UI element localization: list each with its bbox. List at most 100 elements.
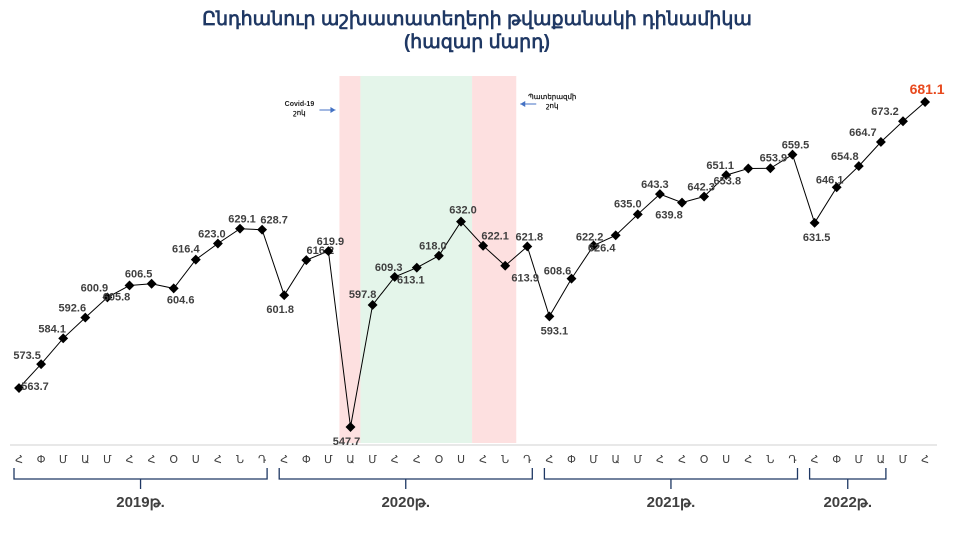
data-label: 622.2	[576, 231, 604, 243]
data-point	[301, 255, 312, 266]
year-bracket	[278, 468, 533, 489]
data-label: 629.1	[228, 214, 256, 226]
month-tick-label: Հ	[280, 454, 288, 466]
month-tick-label: Հ	[126, 454, 134, 466]
data-label: 646.1	[816, 174, 844, 186]
covid-shade-region	[339, 76, 361, 443]
month-tick-label: Ա	[611, 454, 619, 466]
war-annotation-title: Պատերազմի	[528, 93, 576, 101]
data-point	[124, 280, 135, 291]
data-point	[920, 97, 931, 107]
data-point	[721, 170, 732, 181]
data-point	[831, 182, 842, 193]
data-label: 618.0	[419, 241, 447, 253]
data-point	[190, 254, 201, 265]
month-tick-label: Փ	[567, 454, 576, 466]
data-point	[456, 216, 466, 227]
month-tick-label: Հ	[148, 454, 156, 466]
month-tick-label: Ս	[192, 454, 200, 466]
month-tick-label: Հ	[811, 454, 819, 466]
data-label: 613.9	[511, 273, 539, 285]
data-label: 631.5	[803, 232, 831, 244]
data-label: 593.1	[541, 325, 569, 337]
data-label: 626.4	[588, 242, 616, 254]
month-tick-label: Մ	[103, 454, 112, 466]
data-label: 621.8	[516, 231, 544, 243]
month-tick-label: Մ	[59, 454, 68, 466]
month-tick-label: Ս	[722, 454, 730, 466]
data-label: 613.1	[397, 275, 425, 287]
month-tick-label: Ս	[457, 454, 465, 466]
data-point	[323, 246, 334, 257]
data-point	[345, 422, 356, 432]
covid-arrow-head	[330, 107, 336, 113]
data-point	[257, 224, 268, 235]
data-label: 635.0	[614, 198, 642, 210]
month-tick-label: Հ	[479, 454, 487, 466]
data-label: 622.1	[481, 231, 509, 243]
month-tick-label: Հ	[656, 454, 664, 466]
data-point	[610, 230, 621, 241]
data-point	[787, 149, 798, 160]
recovery-shade-region	[360, 76, 473, 443]
month-tick-label: Մ	[368, 454, 377, 466]
data-label: 604.6	[167, 294, 195, 306]
covid-annotation-subtitle: շոկ	[292, 109, 305, 117]
data-label: 628.7	[260, 215, 288, 227]
data-point	[279, 290, 290, 301]
month-tick-label: Օ	[700, 454, 709, 466]
data-label: 616.4	[172, 244, 200, 256]
data-point	[522, 241, 533, 252]
year-label: 2022թ.	[823, 494, 872, 511]
data-point	[654, 189, 665, 200]
month-tick-label: Ն	[236, 454, 244, 466]
month-tick-label: Հ	[413, 454, 421, 466]
data-point	[212, 238, 223, 249]
year-bracket	[808, 468, 887, 489]
data-point	[898, 116, 908, 127]
data-label: 600.9	[81, 282, 109, 294]
data-point	[809, 217, 820, 228]
month-tick-label: Փ	[302, 454, 311, 466]
month-tick-label: Ն	[501, 454, 509, 466]
data-label: 659.5	[782, 140, 810, 152]
data-point	[699, 191, 710, 202]
data-label: 592.6	[59, 303, 87, 315]
month-tick-label: Հ	[744, 454, 752, 466]
war-arrow-head	[520, 101, 526, 107]
month-tick-label: Հ	[678, 454, 686, 466]
data-label: 619.9	[317, 236, 345, 248]
month-tick-label: Հ	[545, 454, 553, 466]
data-point	[367, 299, 378, 310]
war-shade-region	[472, 76, 517, 443]
data-label: 573.5	[13, 350, 41, 362]
data-point	[743, 163, 754, 174]
month-tick-label: Հ	[921, 454, 929, 466]
data-point	[500, 260, 511, 271]
data-label: 584.1	[38, 323, 66, 335]
data-point	[853, 161, 864, 172]
data-label: 653.8	[714, 176, 742, 188]
month-tick-label: Հ	[391, 454, 399, 466]
month-tick-label: Մ	[854, 454, 863, 466]
data-point	[235, 223, 245, 234]
data-label: 609.3	[375, 262, 403, 274]
title-line-2: (հազար մարդ)	[403, 32, 551, 53]
data-label: 664.7	[849, 127, 877, 139]
month-tick-label: Ա	[346, 454, 354, 466]
month-tick-label: Մ	[324, 454, 333, 466]
year-label: 2019թ.	[116, 494, 165, 511]
data-point	[544, 311, 555, 322]
month-tick-label: Հ	[15, 454, 23, 466]
month-tick-label: Փ	[832, 454, 841, 466]
data-point	[146, 278, 157, 289]
month-tick-label: Օ	[435, 454, 444, 466]
covid-annotation-title: Covid-19	[285, 101, 315, 108]
data-label: 642.3	[687, 182, 715, 194]
data-label: 673.2	[871, 106, 899, 118]
data-label: 563.7	[21, 381, 49, 393]
year-label: 2020թ.	[381, 494, 430, 511]
data-point	[411, 262, 422, 273]
data-label: 605.8	[103, 291, 131, 303]
